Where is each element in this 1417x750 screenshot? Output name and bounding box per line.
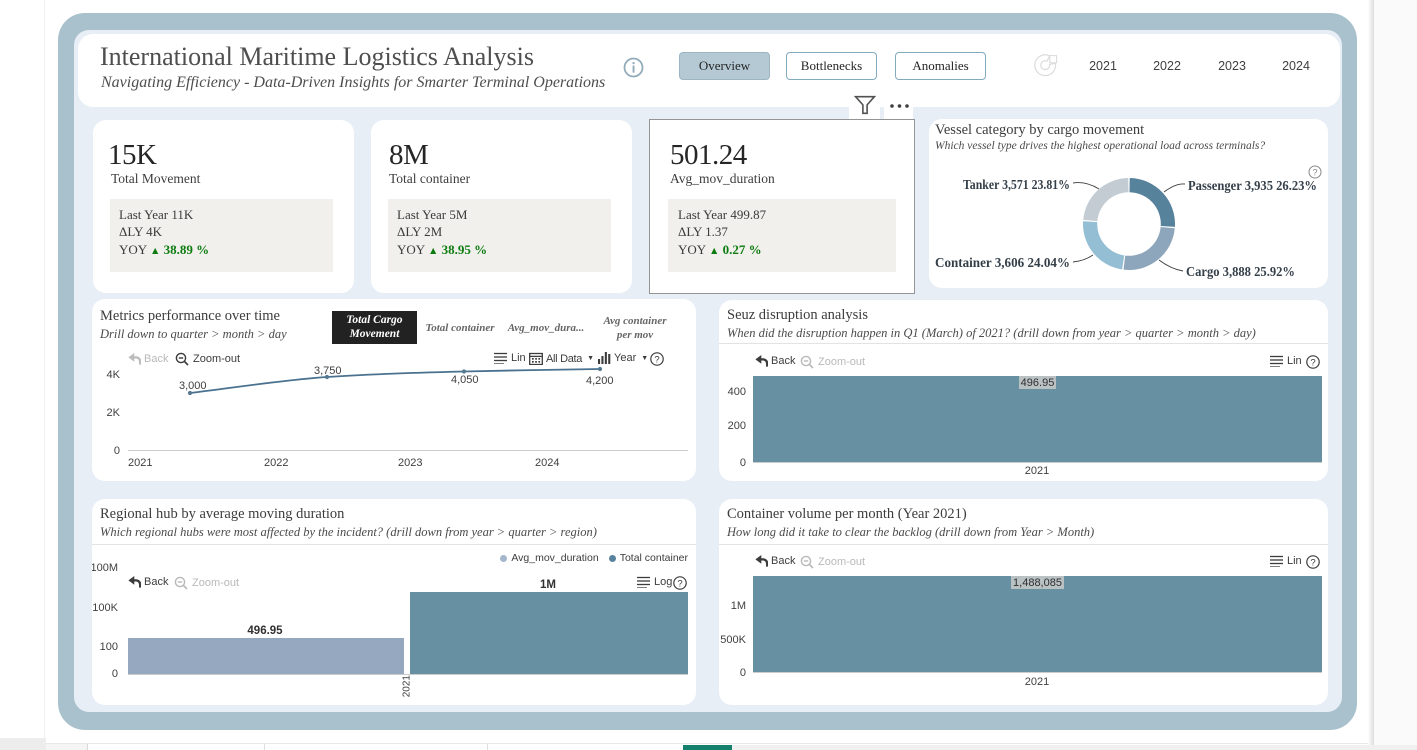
svg-text:100: 100 [100, 641, 118, 653]
svg-text:100M: 100M [92, 562, 118, 574]
svg-text:?: ? [1310, 357, 1315, 368]
svg-text:500K: 500K [720, 634, 746, 646]
svg-text:Tanker 3,571 23.81%: Tanker 3,571 23.81% [963, 178, 1070, 193]
svg-text:2021: 2021 [128, 457, 152, 469]
svg-text:2021: 2021 [1025, 465, 1049, 477]
svg-text:496.95: 496.95 [1021, 377, 1055, 389]
svg-text:3,750: 3,750 [314, 365, 342, 377]
svg-text:?: ? [654, 354, 659, 365]
svg-text:200: 200 [728, 420, 746, 432]
svg-text:2021: 2021 [1025, 676, 1049, 688]
svg-text:2023: 2023 [398, 457, 422, 469]
svg-text:2022: 2022 [264, 457, 288, 469]
svg-text:4,050: 4,050 [451, 374, 479, 386]
svg-text:2024: 2024 [535, 457, 559, 469]
svg-text:496.95: 496.95 [247, 625, 283, 637]
svg-text:2K: 2K [107, 407, 121, 419]
svg-text:?: ? [1310, 557, 1315, 568]
svg-text:Cargo 3,888 25.92%: Cargo 3,888 25.92% [1186, 265, 1295, 280]
svg-text:1M: 1M [731, 600, 746, 612]
svg-text:0: 0 [740, 667, 746, 679]
svg-text:2021: 2021 [401, 675, 412, 698]
svg-text:?: ? [1312, 168, 1317, 178]
svg-text:?: ? [677, 578, 682, 589]
svg-text:Container 3,606 24.04%: Container 3,606 24.04% [935, 256, 1070, 271]
svg-text:0: 0 [740, 457, 746, 469]
svg-text:100K: 100K [92, 602, 118, 614]
svg-text:0: 0 [114, 445, 120, 457]
svg-text:4,200: 4,200 [586, 375, 614, 387]
svg-text:1,488,085: 1,488,085 [1013, 577, 1062, 589]
svg-text:400: 400 [728, 386, 746, 398]
svg-text:4K: 4K [107, 369, 121, 381]
svg-text:3,000: 3,000 [179, 380, 207, 392]
svg-text:1M: 1M [540, 579, 556, 591]
svg-text:Passenger 3,935 26.23%: Passenger 3,935 26.23% [1188, 179, 1317, 194]
svg-text:0: 0 [112, 668, 118, 680]
